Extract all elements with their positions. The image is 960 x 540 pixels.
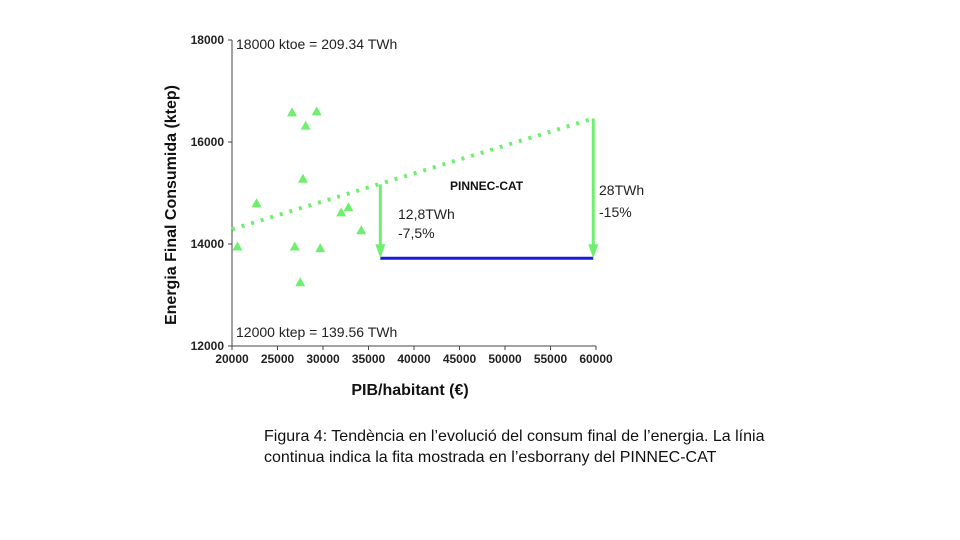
data-point [297, 173, 308, 183]
caption-line-1: Figura 4: Tendència en l’evolució del co… [264, 428, 765, 445]
data-point [300, 120, 311, 130]
arrow-head-2 [588, 244, 599, 259]
data-point [311, 106, 322, 116]
top-note: 18000 ktoe = 209.34 TWh [236, 36, 397, 52]
x-tick-label: 40000 [397, 352, 431, 366]
x-tick-label: 60000 [579, 352, 613, 366]
x-tick-label: 45000 [443, 352, 477, 366]
y-tick-label: 18000 [191, 33, 225, 47]
arrow2-label-line2: -15% [599, 204, 632, 220]
x-tick-label: 30000 [306, 352, 340, 366]
arrow-head-1 [375, 244, 386, 259]
bottom-note: 12000 ktep = 139.56 TWh [236, 324, 397, 340]
data-point [287, 107, 298, 117]
x-axis-title: PIB/habitant (€) [351, 382, 468, 399]
data-point [336, 207, 347, 217]
data-point [289, 241, 300, 251]
y-tick-label: 14000 [191, 237, 225, 251]
y-tick-label: 16000 [191, 135, 225, 149]
x-tick-label: 55000 [534, 352, 568, 366]
figure-caption: Figura 4: Tendència en l’evolució del co… [264, 426, 864, 468]
data-point [232, 241, 243, 251]
caption-line-2: continua indica la fita mostrada en l’es… [264, 449, 717, 466]
arrow2-label-line1: 28TWh [599, 182, 644, 198]
arrows-group [375, 118, 599, 259]
x-tick-label: 25000 [261, 352, 295, 366]
trendline [231, 116, 594, 232]
trendline-group [231, 116, 594, 260]
y-axis-title: Energia Final Consumida (ktep) [163, 85, 180, 325]
pinnec-label: PINNEC-CAT [450, 179, 524, 193]
tick-labels: 20000 25000 30000 35000 40000 45000 50000 55000… [191, 33, 613, 366]
x-tick-label: 50000 [488, 352, 522, 366]
points-group [232, 106, 367, 287]
y-tick-label: 12000 [191, 339, 225, 353]
data-point [356, 225, 367, 235]
data-point [343, 202, 354, 212]
data-point [315, 243, 326, 253]
x-tick-label: 20000 [215, 352, 249, 366]
x-tick-label: 35000 [352, 352, 386, 366]
arrow1-label-line2: -7,5% [398, 225, 435, 241]
data-point [251, 198, 262, 208]
data-point [295, 277, 306, 287]
arrow1-label-line1: 12,8TWh [398, 206, 455, 222]
axes [228, 39, 597, 350]
